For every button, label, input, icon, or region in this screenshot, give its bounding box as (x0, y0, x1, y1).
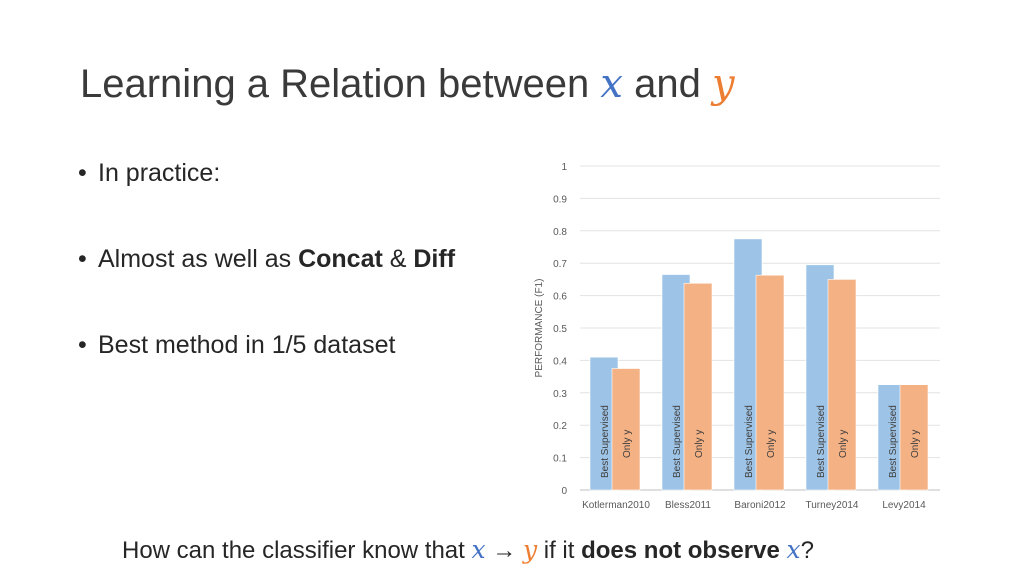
x-category-label: Bless2011 (665, 500, 711, 511)
bullet-text: In practice: (98, 159, 221, 187)
bar-label-best-supervised: Best Supervised (888, 405, 899, 478)
bar-only-y (827, 279, 857, 491)
bar-label-only-y: Only y (766, 430, 777, 458)
bullet-text-mid: & (382, 245, 414, 273)
question-mid: if it (537, 537, 582, 564)
title-var-x: x (600, 61, 623, 107)
y-tick-label: 0.7 (553, 259, 567, 270)
x-category-label: Levy2014 (882, 500, 926, 511)
y-tick-label: 0.5 (553, 324, 567, 335)
y-tick-label: 0.3 (553, 389, 567, 400)
x-category-label: Kotlerman2010 (582, 500, 650, 511)
bullet-text: Best method in 1/5 dataset (98, 331, 396, 359)
performance-bar-chart: 0 0.1 0.2 0.3 0.4 0.5 0.6 0.7 0.8 0.9 1 PERFORMANCE… (534, 162, 940, 511)
bar-label-only-y: Only y (622, 430, 633, 458)
bar-only-y (611, 368, 641, 491)
y-tick-label: 0.8 (553, 227, 567, 238)
bullet-dot: • (78, 331, 87, 359)
title-and: and (634, 62, 701, 106)
bar-label-best-supervised: Best Supervised (672, 405, 683, 478)
bar-label-best-supervised: Best Supervised (600, 405, 611, 478)
question-var-y: y (522, 535, 538, 564)
bullet-dot: • (78, 245, 87, 273)
y-tick-label: 1 (561, 162, 567, 173)
bottom-question: How can the classifier know that x → y i… (122, 532, 814, 569)
bullet-item-in-practice: • In practice: (78, 156, 220, 190)
bullet-dot: • (78, 159, 87, 187)
y-tick-label: 0.4 (553, 356, 567, 367)
question-var-x: x (471, 535, 486, 564)
bullet-bold-concat: Concat (298, 245, 383, 273)
question-arrow: → (492, 537, 517, 564)
title-var-y: y (711, 61, 735, 107)
title-text: Learning a Relation between (80, 62, 590, 106)
y-tick-label: 0.9 (553, 194, 567, 205)
question-bold: does not observe (581, 537, 780, 564)
bar-only-y (755, 274, 785, 491)
question-var-x2: x (786, 535, 801, 564)
bullet-text-pre: Almost as well as (98, 245, 299, 273)
question-end: ? (800, 537, 814, 564)
bar-only-y (683, 282, 713, 491)
bar-label-only-y: Only y (910, 430, 921, 458)
bar-label-best-supervised: Best Supervised (744, 405, 755, 478)
x-category-label: Turney2014 (806, 500, 859, 511)
bar-label-best-supervised: Best Supervised (816, 405, 827, 478)
x-category-label: Baroni2012 (734, 500, 786, 511)
bar-label-only-y: Only y (838, 430, 849, 458)
y-tick-label: 0 (561, 486, 567, 497)
bullet-item-concat-diff: • Almost as well as Concat & Diff (78, 242, 455, 276)
bullet-item-best-method: • Best method in 1/5 dataset (78, 328, 395, 362)
slide-title: Learning a Relation between x and y (80, 58, 735, 110)
question-pre: How can the classifier know that (122, 537, 472, 564)
y-tick-label: 0.2 (553, 421, 567, 432)
y-tick-label: 0.1 (553, 454, 567, 465)
y-axis-label: PERFORMANCE (F1) (534, 279, 545, 378)
bar-label-only-y: Only y (694, 430, 705, 458)
bullet-bold-diff: Diff (413, 245, 456, 273)
y-tick-label: 0.6 (553, 292, 567, 303)
bar-only-y (899, 384, 929, 491)
